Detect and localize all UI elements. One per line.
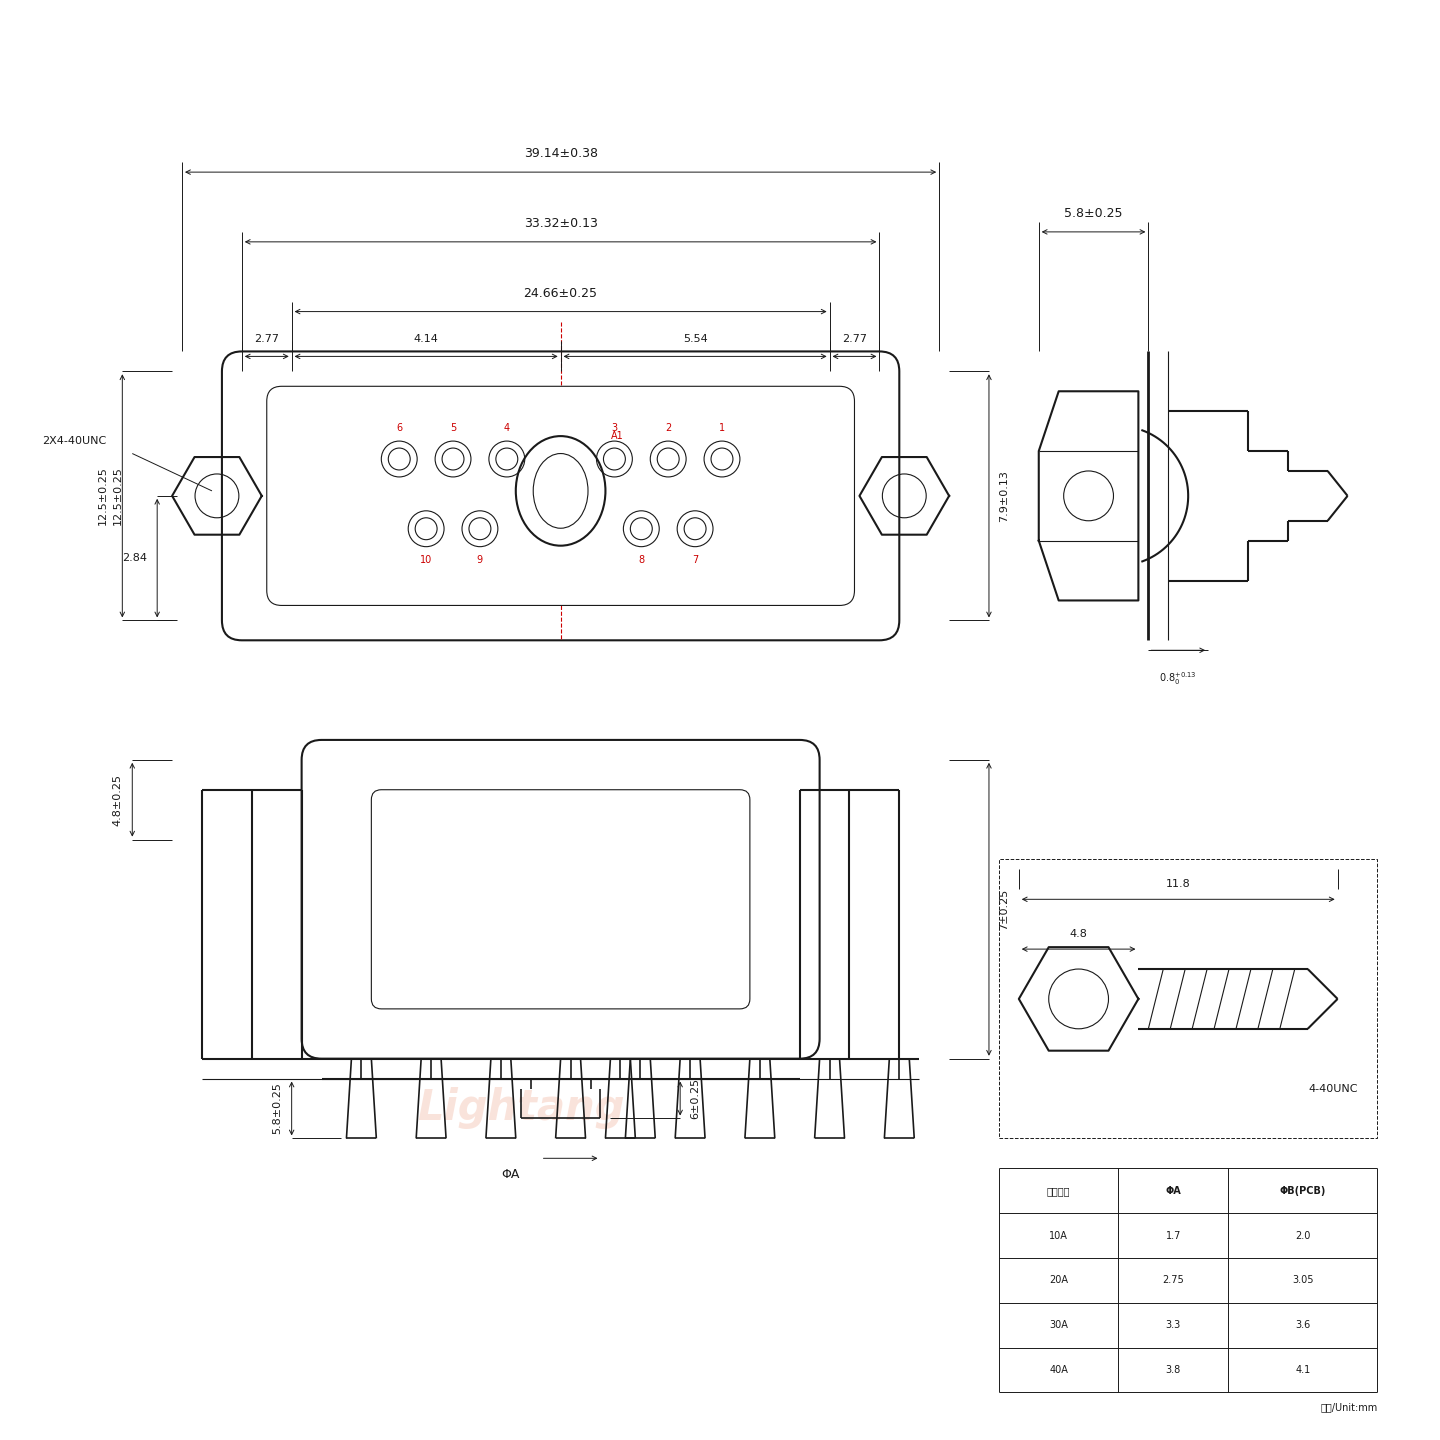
FancyBboxPatch shape (301, 740, 819, 1058)
Text: 20A: 20A (1050, 1276, 1068, 1286)
Text: 10: 10 (420, 554, 432, 564)
Text: A1: A1 (611, 431, 624, 441)
Ellipse shape (533, 454, 588, 528)
Text: 2.75: 2.75 (1162, 1276, 1184, 1286)
Text: 单位/Unit:mm: 单位/Unit:mm (1320, 1403, 1378, 1413)
FancyBboxPatch shape (372, 789, 750, 1009)
Text: 4.8: 4.8 (1070, 929, 1087, 939)
Text: 9: 9 (477, 554, 482, 564)
FancyBboxPatch shape (222, 351, 900, 641)
Text: 7.9±0.13: 7.9±0.13 (999, 469, 1009, 521)
Text: 40A: 40A (1050, 1365, 1068, 1375)
Text: 24.66±0.25: 24.66±0.25 (524, 287, 598, 300)
FancyBboxPatch shape (266, 386, 854, 605)
Text: ΦA: ΦA (1165, 1185, 1181, 1195)
Text: 5: 5 (449, 423, 456, 433)
Text: 5.54: 5.54 (683, 334, 707, 344)
Text: 8: 8 (638, 554, 644, 564)
Text: 4.1: 4.1 (1295, 1365, 1310, 1375)
Text: 1.7: 1.7 (1165, 1231, 1181, 1240)
Text: 3.05: 3.05 (1292, 1276, 1313, 1286)
Text: 3.3: 3.3 (1165, 1320, 1181, 1331)
Text: Lightang: Lightang (396, 865, 645, 913)
Text: ΦB(PCB): ΦB(PCB) (1280, 1185, 1326, 1195)
Text: 2.0: 2.0 (1295, 1231, 1310, 1240)
Text: 12.5±0.25: 12.5±0.25 (98, 467, 108, 526)
Text: 10A: 10A (1050, 1231, 1068, 1240)
Text: 11.8: 11.8 (1166, 880, 1191, 890)
Text: 7: 7 (693, 554, 698, 564)
Text: 33.32±0.13: 33.32±0.13 (524, 217, 598, 230)
Text: 2.77: 2.77 (255, 334, 279, 344)
Text: 2.77: 2.77 (842, 334, 867, 344)
Text: ΦA: ΦA (501, 1168, 520, 1181)
Text: Lightang: Lightang (418, 1087, 625, 1129)
Text: 6: 6 (396, 423, 402, 433)
Text: 额定电流: 额定电流 (1047, 1185, 1070, 1195)
Text: 3: 3 (612, 423, 618, 433)
Text: 3.6: 3.6 (1295, 1320, 1310, 1331)
Bar (999, 860, 1378, 1139)
Text: 4.8±0.25: 4.8±0.25 (112, 773, 122, 825)
Text: 39.14±0.38: 39.14±0.38 (524, 147, 598, 160)
Text: 2.84: 2.84 (122, 553, 147, 563)
Text: 5.8±0.25: 5.8±0.25 (1064, 207, 1123, 220)
Text: 4.14: 4.14 (413, 334, 439, 344)
Text: 7±0.25: 7±0.25 (999, 888, 1009, 930)
Text: 3.8: 3.8 (1165, 1365, 1181, 1375)
Text: 4-40UNC: 4-40UNC (1308, 1083, 1358, 1093)
Text: 30A: 30A (1050, 1320, 1068, 1331)
Ellipse shape (516, 436, 605, 546)
Text: 2X4-40UNC: 2X4-40UNC (43, 436, 107, 446)
Text: 6±0.25: 6±0.25 (690, 1079, 700, 1119)
Text: 4: 4 (504, 423, 510, 433)
Text: 0.8$^{+0.13}_{0}$: 0.8$^{+0.13}_{0}$ (1159, 670, 1197, 687)
Text: 1: 1 (719, 423, 726, 433)
Text: 12.5±0.25: 12.5±0.25 (112, 467, 122, 526)
Text: 2: 2 (665, 423, 671, 433)
Text: 5.8±0.25: 5.8±0.25 (272, 1083, 282, 1135)
